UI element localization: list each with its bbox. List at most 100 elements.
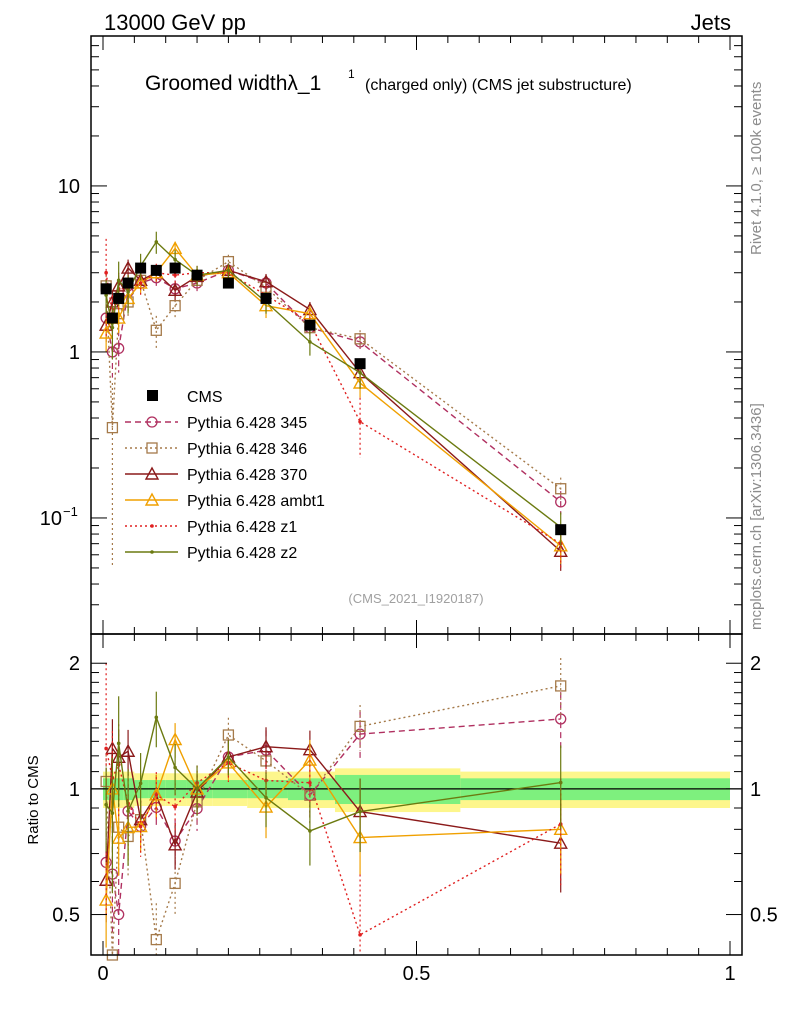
- series-ratio-1: [100, 657, 567, 961]
- legend-marker: [144, 466, 160, 480]
- data-point: [222, 277, 234, 289]
- data-point: [354, 358, 366, 370]
- data-point: [154, 793, 159, 797]
- data-point: [169, 262, 181, 274]
- series-ratio-0: [100, 692, 567, 955]
- data-point: [358, 419, 362, 424]
- series-ratio-3: [98, 723, 568, 948]
- data-point: [150, 324, 162, 336]
- legend-entry-4: Pythia 6.428 z1: [125, 519, 297, 536]
- series-ratio-5: [104, 691, 563, 894]
- data-point: [358, 933, 362, 937]
- subtitle-text: (charged only) (CMS jet substructure): [365, 77, 632, 94]
- data-point: [126, 809, 130, 813]
- data-point: [138, 824, 143, 829]
- data-point: [169, 300, 181, 312]
- data-point: [116, 278, 121, 283]
- legend: CMS Pythia 6.428 345 Pythia 6.428 346 Pythi…: [125, 389, 325, 562]
- data-point: [555, 680, 567, 692]
- series-line-main: [105, 247, 562, 547]
- data-point: [138, 781, 143, 786]
- data-point: [100, 283, 112, 295]
- data-point: [226, 268, 231, 273]
- series-line-main: [105, 272, 562, 545]
- title-superscript: 1: [348, 67, 355, 81]
- data-point: [135, 262, 147, 274]
- legend-label: Pythia 6.428 ambt1: [187, 493, 325, 510]
- data-point: [154, 715, 159, 720]
- data-point: [173, 257, 177, 262]
- data-point: [173, 804, 177, 809]
- y-tick-label: 1: [69, 342, 80, 364]
- data-point: [308, 340, 312, 344]
- data-point: [264, 795, 268, 800]
- data-point: [195, 787, 199, 791]
- data-point: [191, 269, 203, 281]
- legend-entry-3: Pythia 6.428 ambt1: [125, 492, 325, 510]
- data-point: [154, 240, 159, 244]
- ratio-y-tick-label-right: 2: [750, 653, 761, 675]
- legend-marker: [146, 442, 158, 454]
- data-point: [555, 524, 567, 536]
- data-point: [138, 281, 143, 285]
- data-point: [149, 787, 164, 801]
- data-point: [308, 780, 312, 785]
- ratio-y-tick-label: 1: [69, 779, 80, 801]
- y-tick-label: 10: [58, 176, 80, 198]
- y-tick-exponent: −1: [63, 504, 78, 519]
- data-point: [308, 829, 312, 833]
- series-line-ratio: [105, 685, 561, 956]
- data-point: [226, 755, 231, 759]
- legend-entry-0: Pythia 6.428 345: [125, 415, 307, 432]
- data-point: [558, 780, 563, 785]
- x-tick-label: 0.5: [403, 963, 431, 985]
- data-point: [354, 720, 366, 733]
- data-point: [555, 483, 567, 495]
- data-point: [120, 260, 136, 274]
- data-point: [106, 312, 118, 324]
- data-point: [167, 282, 183, 297]
- series-ratio-2: [98, 719, 568, 923]
- data-point: [106, 421, 119, 434]
- legend-entry-5: Pythia 6.428 z2: [125, 545, 297, 562]
- data-point: [150, 933, 162, 946]
- legend-label: Pythia 6.428 z1: [187, 519, 297, 536]
- legend-entry-2: Pythia 6.428 370: [125, 466, 307, 484]
- legend-marker: [150, 550, 154, 554]
- data-point: [354, 333, 366, 345]
- data-point: [105, 740, 120, 755]
- main-panel: [90, 35, 743, 635]
- series-line-main: [105, 269, 562, 503]
- series-ratio-4: [104, 663, 563, 955]
- mcplots-label: mcplots.cern.ch [arXiv:1306.3436]: [748, 403, 765, 630]
- data-point: [358, 809, 362, 814]
- data-point: [104, 802, 108, 807]
- series-main-5: [104, 231, 563, 546]
- data-point: [358, 370, 362, 375]
- data-point: [98, 325, 114, 339]
- series-main-1: [100, 254, 567, 568]
- data-point: [113, 292, 125, 304]
- ratio-y-tick-label-right: 1: [750, 779, 761, 801]
- data-point: [120, 743, 136, 757]
- ratio-y-tick-label: 0.5: [52, 905, 80, 927]
- x-tick-label: 0: [97, 963, 108, 985]
- data-point: [113, 908, 125, 921]
- legend-marker: [146, 416, 158, 428]
- data-point: [258, 739, 274, 753]
- process-label: Jets: [691, 10, 731, 35]
- ratio-ylabel: Ratio to CMS: [25, 755, 42, 844]
- data-point: [111, 830, 126, 844]
- series-main-data: [100, 262, 567, 536]
- data-point: [104, 746, 108, 751]
- legend-label: Pythia 6.428 z2: [187, 545, 297, 562]
- legend-label: Pythia 6.428 345: [187, 415, 307, 432]
- title-text: Groomed widthλ_1: [145, 72, 321, 95]
- data-point: [302, 306, 318, 320]
- data-point: [113, 342, 125, 355]
- legend-entry-data: CMS: [147, 389, 223, 406]
- data-point: [110, 811, 115, 815]
- data-point: [260, 292, 272, 304]
